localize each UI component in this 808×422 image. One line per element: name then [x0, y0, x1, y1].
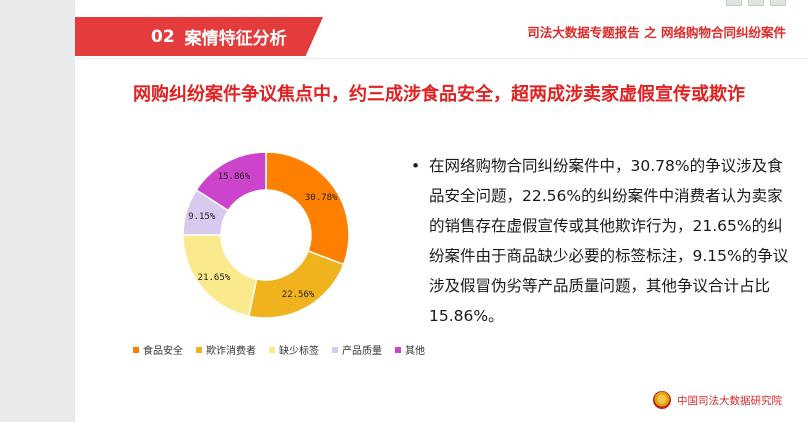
legend-item: 欺诈消费者: [196, 342, 256, 357]
legend-item: 食品安全: [133, 342, 183, 357]
slice-data-label: 9.15%: [188, 212, 216, 222]
bullet-text: 在网络购物合同纠纷案件中，30.78%的争议涉及食品安全问题，22.56%的纠纷…: [429, 157, 789, 325]
footer-org-name: 中国司法大数据研究院: [677, 394, 782, 407]
legend-item: 其他: [395, 342, 425, 357]
legend-swatch: [133, 346, 139, 353]
legend-label: 食品安全: [143, 346, 183, 357]
legend-label: 其他: [405, 346, 425, 357]
slice-data-label: 21.65%: [198, 273, 231, 283]
slice-data-label: 15.86%: [218, 172, 251, 182]
legend-label: 产品质量: [342, 346, 382, 357]
chart-legend: 食品安全 欺诈消费者 缺少标签 产品质量 其他: [133, 342, 425, 357]
donut-chart: 30.78% 22.56% 21.65% 9.15% 15.86%: [182, 151, 350, 319]
legend-swatch: [196, 346, 202, 353]
legend-label: 欺诈消费者: [206, 346, 256, 357]
legend-swatch: [395, 346, 401, 353]
legend-label: 缺少标签: [279, 346, 319, 357]
header-divider: [75, 58, 808, 59]
report-title: 司法大数据专题报告 之 网络购物合同纠纷案件: [527, 25, 786, 40]
legend-swatch: [332, 346, 338, 353]
donut-slice: [265, 151, 350, 266]
legend-item: 产品质量: [332, 342, 382, 357]
left-margin-strip: [0, 0, 75, 422]
bullet-marker: •: [411, 157, 421, 175]
legend-swatch: [269, 346, 275, 353]
corner-tabs: [726, 0, 786, 6]
corner-tab: [726, 0, 742, 6]
legend-item: 缺少标签: [269, 342, 319, 357]
bullet-point: • 在网络购物合同纠纷案件中，30.78%的争议涉及食品安全问题，22.56%的…: [411, 151, 793, 331]
court-emblem-icon: [653, 391, 671, 409]
section-title: 案情特征分析: [184, 29, 287, 49]
slice-data-label: 30.78%: [305, 193, 338, 203]
donut-slice: [195, 151, 267, 212]
slice-data-label: 22.56%: [282, 290, 315, 300]
slide-headline: 网购纠纷案件争议焦点中，约三成涉食品安全，超两成涉卖家虚假宣传或欺诈: [133, 84, 745, 105]
footer-logo: 中国司法大数据研究院: [653, 391, 782, 409]
donut-slice: [247, 250, 345, 319]
section-number: 02: [151, 26, 175, 47]
corner-tab: [748, 0, 764, 6]
section-banner: 02 案情特征分析: [75, 17, 323, 56]
corner-tab: [770, 0, 786, 6]
